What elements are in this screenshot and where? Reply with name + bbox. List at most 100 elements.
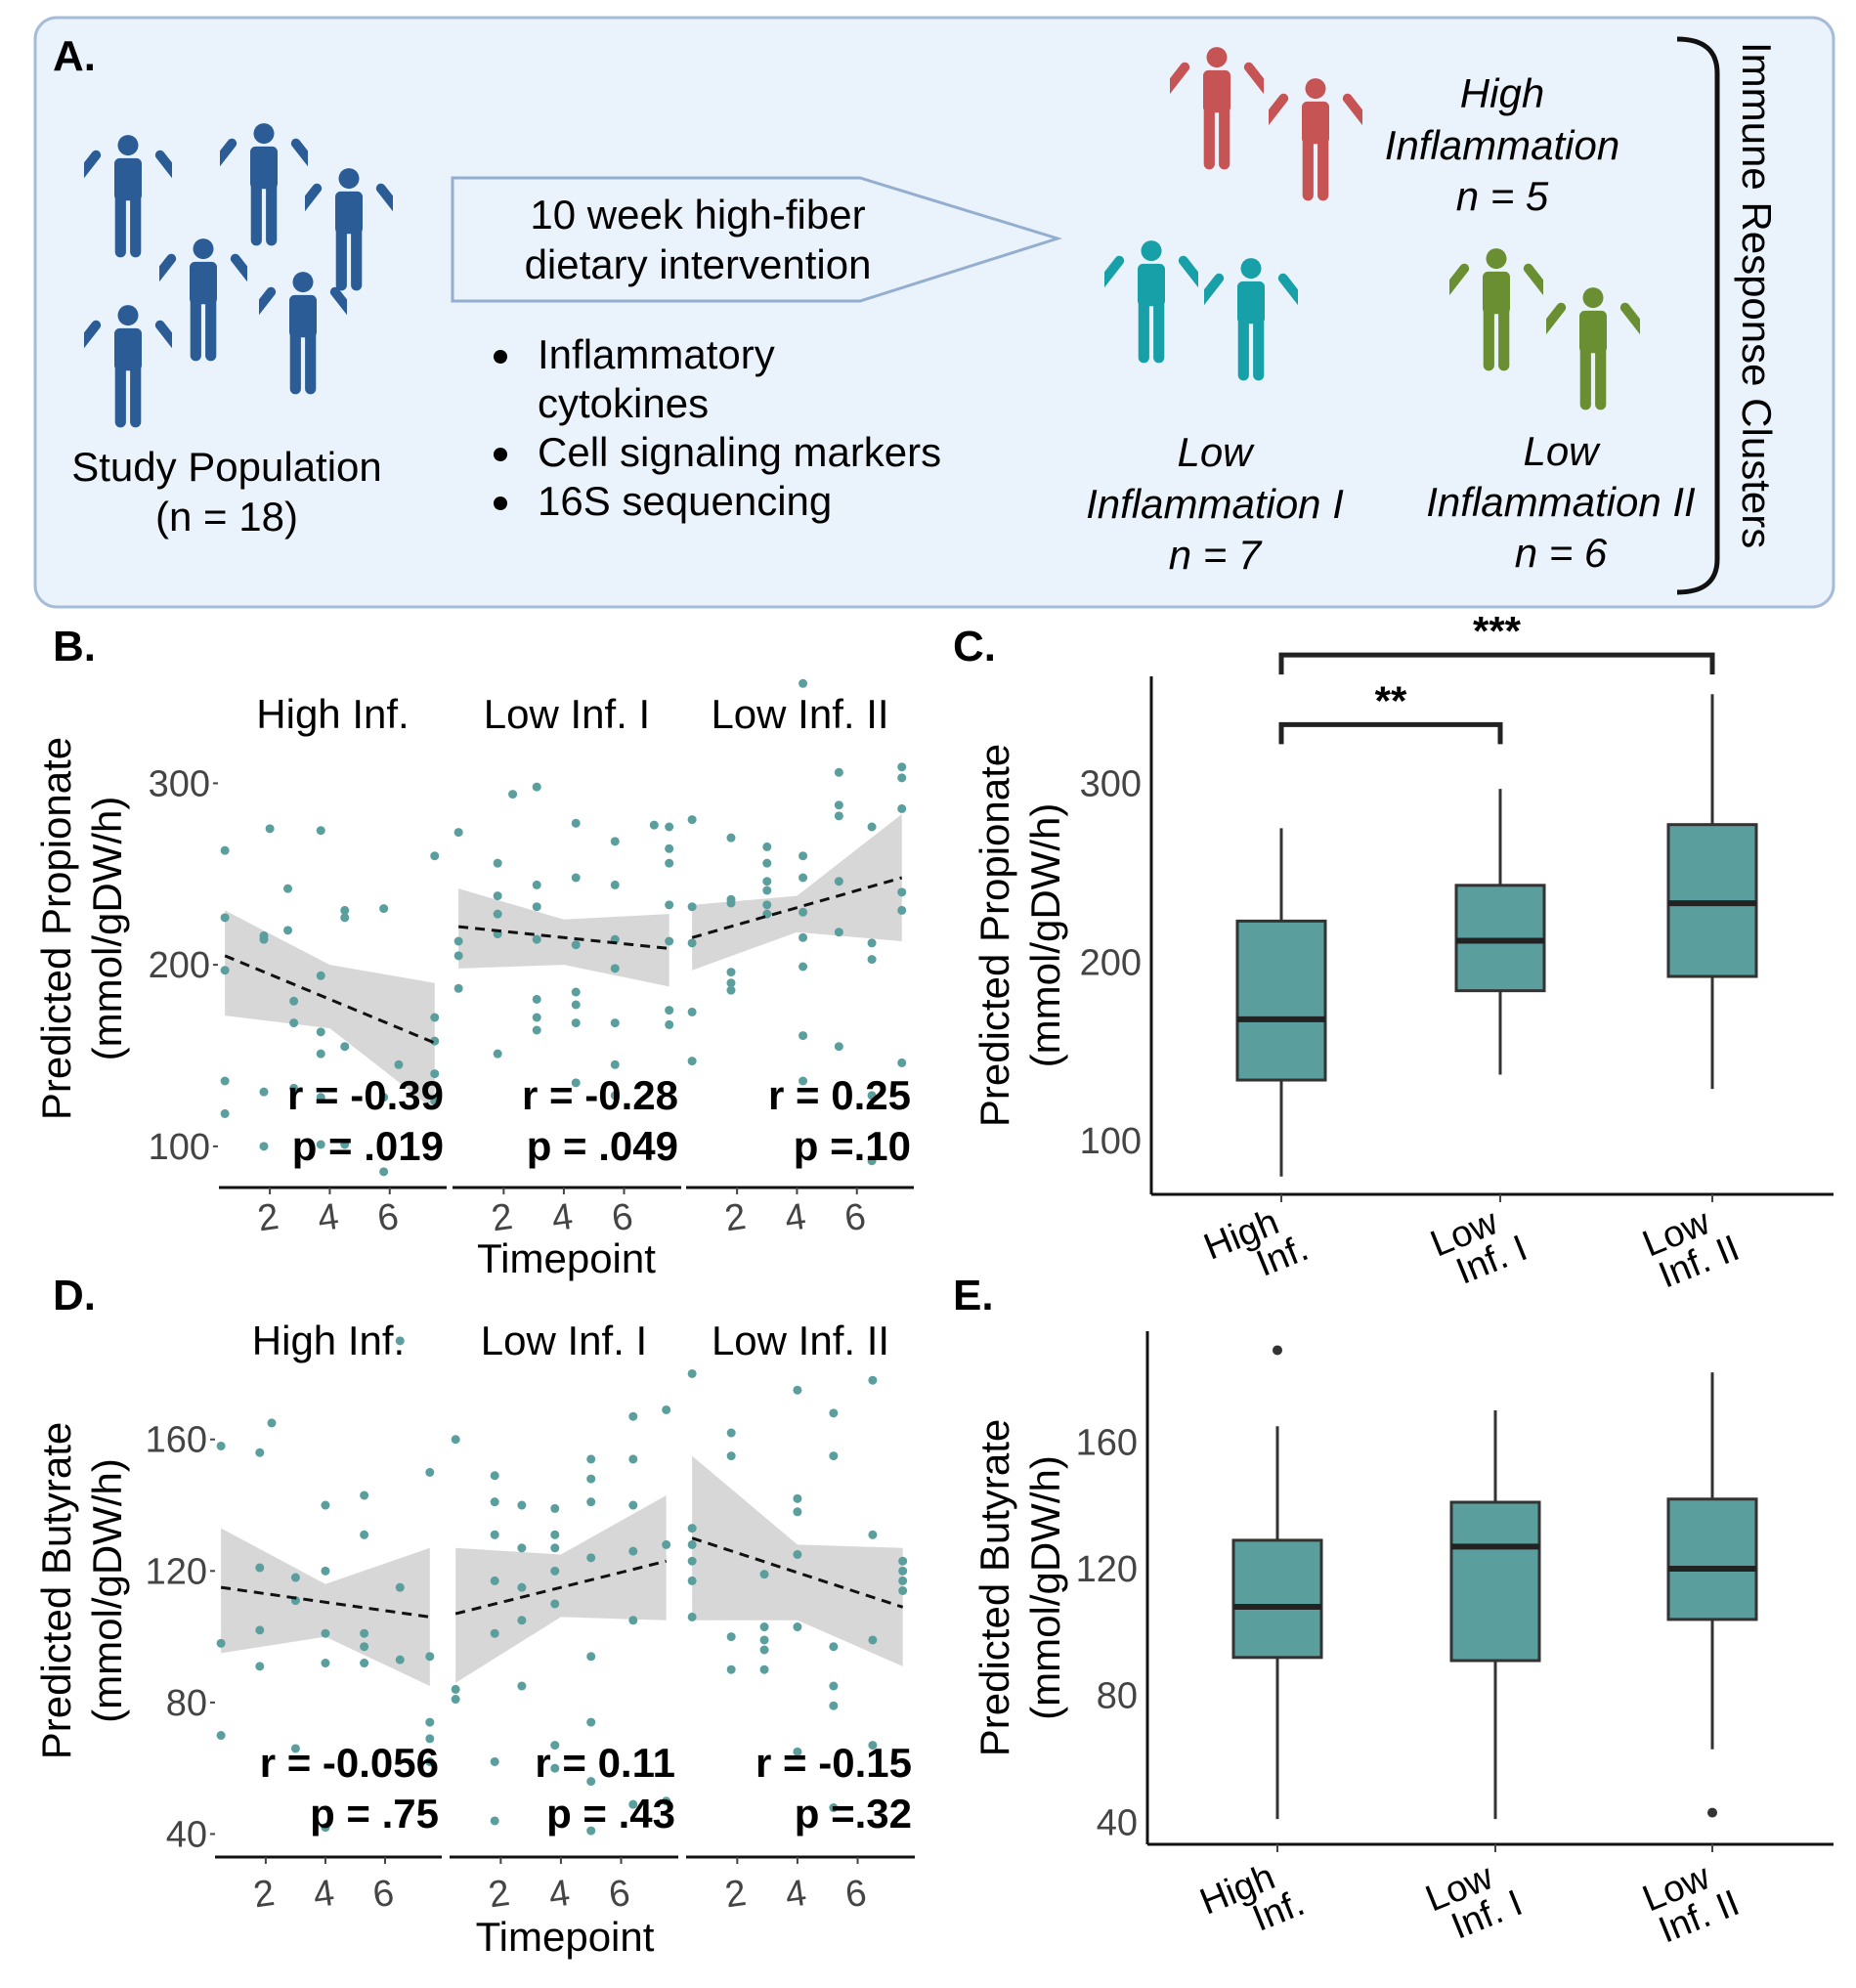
data-point xyxy=(759,1622,769,1632)
data-point xyxy=(586,1497,596,1507)
data-point xyxy=(762,877,772,886)
data-point xyxy=(493,1049,502,1059)
data-point xyxy=(628,1799,638,1809)
data-point xyxy=(289,1018,299,1028)
x-tick-label: 4 xyxy=(782,1196,808,1240)
x-tick-label: 2 xyxy=(255,1196,281,1240)
data-point xyxy=(726,1428,736,1438)
facet-title: High Inf. xyxy=(256,691,409,737)
data-point xyxy=(425,1734,435,1744)
regression-line xyxy=(458,925,669,950)
correlation-p: p = .019 xyxy=(292,1123,444,1169)
data-point xyxy=(571,818,581,828)
data-point xyxy=(586,1474,596,1484)
data-point xyxy=(662,1796,671,1806)
data-point xyxy=(793,1493,802,1503)
data-point xyxy=(360,1642,369,1652)
data-point xyxy=(586,1652,596,1662)
data-point xyxy=(340,1140,350,1149)
confidence-band xyxy=(225,910,435,1110)
data-point xyxy=(220,845,230,855)
data-point xyxy=(687,1556,697,1566)
data-point xyxy=(829,1451,839,1461)
study-population-n: (n = 18) xyxy=(155,494,298,540)
correlation-p: p = .43 xyxy=(546,1791,675,1837)
outlier-point xyxy=(1273,1345,1282,1356)
bullet-item: Cell signaling markers xyxy=(538,429,941,475)
x-tick-label: 4 xyxy=(315,1196,341,1240)
data-point xyxy=(799,962,808,972)
data-point xyxy=(610,964,620,973)
data-point xyxy=(216,1731,226,1741)
data-point xyxy=(316,1049,325,1059)
data-point xyxy=(451,1695,460,1705)
data-point xyxy=(532,994,541,1004)
data-point xyxy=(665,858,674,868)
data-point xyxy=(687,815,697,825)
panel-e: E. Predicted Butyrate (mmol/gDW/h) 40 80 120… xyxy=(953,1272,1834,1953)
x-axis-label: Timepoint xyxy=(477,1235,656,1281)
data-point xyxy=(726,978,736,988)
y-tick-label: 80 xyxy=(166,1683,207,1724)
data-point xyxy=(550,1543,560,1553)
data-point xyxy=(490,1497,499,1507)
x-tick-label: LowInf. I xyxy=(1420,1850,1529,1953)
data-point xyxy=(290,1744,300,1753)
data-point xyxy=(453,951,463,961)
facet-3: Low Inf. II r = -0.15 p =.32 2 4 6 xyxy=(686,1318,915,1916)
confidence-band xyxy=(221,1528,430,1687)
facet-2: Low Inf. I r = -0.28 p = .049 2 4 6 xyxy=(453,691,681,1239)
data-point xyxy=(425,1717,435,1727)
data-point xyxy=(897,887,907,897)
data-point xyxy=(897,905,907,915)
data-point xyxy=(532,880,541,889)
data-point xyxy=(829,1803,839,1813)
data-point xyxy=(687,1368,697,1378)
data-point xyxy=(379,1093,389,1102)
data-point xyxy=(726,1632,736,1642)
data-point xyxy=(898,1576,908,1585)
data-point xyxy=(571,1000,581,1010)
outlier-point xyxy=(1707,1807,1717,1818)
data-point xyxy=(360,1628,369,1638)
significance-bracket: ** xyxy=(1278,677,1503,745)
data-point xyxy=(290,1573,300,1582)
data-point xyxy=(532,934,541,944)
data-point xyxy=(610,837,620,846)
data-point xyxy=(759,1645,769,1655)
data-point xyxy=(799,932,808,942)
data-point xyxy=(793,1622,802,1632)
data-point xyxy=(649,820,659,830)
data-point xyxy=(220,1108,230,1118)
data-point xyxy=(321,1823,330,1833)
bracket-line xyxy=(1278,721,1503,745)
correlation-p: p = .75 xyxy=(310,1791,439,1837)
data-point xyxy=(425,1652,435,1662)
data-point xyxy=(897,803,907,813)
data-point xyxy=(395,1655,405,1664)
data-point xyxy=(316,971,325,980)
data-point xyxy=(586,1553,596,1563)
box-iqr xyxy=(1235,919,1327,1082)
y-tick-label: 300 xyxy=(1080,764,1142,805)
bullet-item-continuation: cytokines xyxy=(538,380,709,426)
data-point xyxy=(726,898,736,908)
data-point xyxy=(550,1599,560,1609)
data-point xyxy=(898,1566,908,1576)
data-point xyxy=(897,1058,907,1067)
data-point xyxy=(834,877,843,886)
data-point xyxy=(762,886,772,895)
x-tick-label: 6 xyxy=(370,1873,397,1917)
data-point xyxy=(379,904,389,914)
data-point xyxy=(394,1059,404,1069)
box-1: HighInf. xyxy=(1198,828,1327,1285)
panel-c: C. Predicted Propionate (mmol/gDW/h) 100 20… xyxy=(953,608,1834,1297)
data-point xyxy=(586,1777,596,1787)
data-point xyxy=(793,1385,802,1395)
data-point xyxy=(255,1625,265,1635)
data-point xyxy=(490,1530,499,1539)
y-tick-label: 120 xyxy=(146,1551,207,1592)
significance-bracket: *** xyxy=(1278,608,1715,675)
